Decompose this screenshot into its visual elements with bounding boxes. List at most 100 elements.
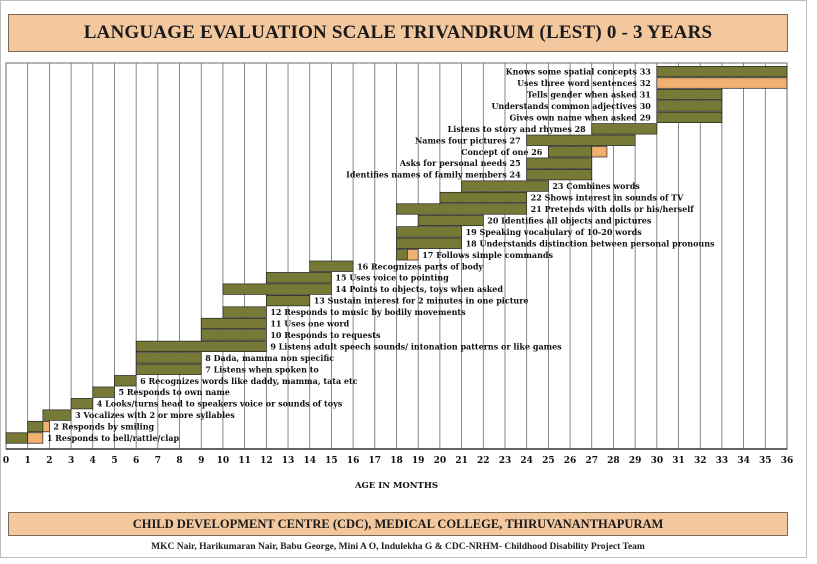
item-label: 8 Dada, mamma non specific xyxy=(205,353,334,363)
x-tick-label: 22 xyxy=(477,456,490,466)
bar-segment-olive xyxy=(200,329,267,341)
item-label: Concept of one 26 xyxy=(461,147,543,157)
x-tick-label: 24 xyxy=(520,456,533,466)
item-label: 12 Responds to music by bodily movements xyxy=(270,307,466,317)
item-label: 19 Speaking vocabulary of 10-20 words xyxy=(466,227,643,237)
bar-segment-olive xyxy=(656,88,723,101)
bar-segment-olive xyxy=(461,180,549,192)
x-tick-label: 28 xyxy=(607,456,620,466)
bar-segment-olive xyxy=(135,340,267,352)
x-tick-label: 14 xyxy=(303,456,316,466)
item-label: Names four pictures 27 xyxy=(415,135,521,145)
bar-segment-olive xyxy=(114,375,137,387)
x-tick-label: 5 xyxy=(111,456,117,466)
item-label: Understands common adjectives 30 xyxy=(491,101,651,111)
item-label: 21 Pretends with dolls or his/herself xyxy=(531,204,695,214)
item-label: Asks for personal needs 25 xyxy=(399,158,521,168)
bar-segment-olive xyxy=(526,169,593,181)
x-tick-label: 3 xyxy=(68,456,74,466)
item-label: Tells gender when asked 31 xyxy=(527,90,651,100)
item-label: 13 Sustain interest for 2 minutes in one… xyxy=(314,296,529,306)
bar-segment-olive xyxy=(396,203,528,215)
bar-segment-olive xyxy=(42,409,72,421)
x-tick-label: 18 xyxy=(390,456,403,466)
bar-segment-olive xyxy=(70,398,94,410)
item-label: 5 Responds to own name xyxy=(118,387,229,397)
item-label: Identifies names of family members 24 xyxy=(346,170,521,180)
x-tick-label: 9 xyxy=(198,456,204,466)
bar-segment-olive xyxy=(439,191,528,204)
item-label: 4 Looks/turns head to speakers voice or … xyxy=(97,399,343,409)
x-tick-label: 4 xyxy=(90,456,96,466)
x-tick-label: 26 xyxy=(564,456,577,466)
institution-name: CHILD DEVELOPMENT CENTRE (CDC), MEDICAL … xyxy=(132,516,664,531)
x-tick-label: 11 xyxy=(238,456,251,466)
x-tick-label: 23 xyxy=(499,456,512,466)
item-label: 11 Uses one word xyxy=(270,319,349,329)
item-label: 23 Combines words xyxy=(552,181,640,191)
bar-segment-olive xyxy=(222,306,267,318)
item-label: 18 Understands distinction between perso… xyxy=(466,238,715,248)
item-label: Gives own name when asked 29 xyxy=(510,112,652,122)
bar-segment-olive xyxy=(656,100,723,112)
x-tick-label: 15 xyxy=(325,456,338,466)
item-label: 15 Uses voice to pointing xyxy=(335,273,449,283)
bar-segment-peach xyxy=(27,432,44,444)
bar-segment-olive xyxy=(200,317,267,330)
item-label: 1 Responds to bell/rattle/clap xyxy=(47,433,180,443)
x-tick-label: 7 xyxy=(155,456,161,466)
footer-banner: CHILD DEVELOPMENT CENTRE (CDC), MEDICAL … xyxy=(8,512,788,536)
item-label: 16 Recognizes parts of body xyxy=(357,261,483,271)
credits-line: MKC Nair, Harikumaran Nair, Babu George,… xyxy=(151,542,645,552)
bar-segment-olive xyxy=(548,146,593,158)
item-label: 7 Listens when spoken to xyxy=(205,364,319,374)
x-tick-label: 25 xyxy=(542,456,555,466)
x-tick-label: 34 xyxy=(737,456,750,466)
x-tick-label: 32 xyxy=(694,456,707,466)
item-label: Knows some spatial concepts 33 xyxy=(506,67,652,77)
bar-segment-olive xyxy=(309,260,354,272)
bar-segment-olive xyxy=(265,295,311,307)
bar-segment-olive xyxy=(656,111,723,124)
bar-segment-peach xyxy=(656,77,788,89)
x-tick-label: 1 xyxy=(25,456,31,466)
page-frame xyxy=(0,0,807,558)
item-label: 10 Responds to requests xyxy=(270,330,381,340)
bar-segment-olive xyxy=(396,249,408,261)
x-tick-label: 6 xyxy=(133,456,139,466)
x-tick-label: 20 xyxy=(434,456,447,466)
x-tick-label: 30 xyxy=(651,456,664,466)
bar-segment-olive xyxy=(417,214,484,227)
x-tick-label: 35 xyxy=(759,456,772,466)
x-tick-label: 12 xyxy=(260,456,273,466)
item-label: 22 Shows interest in sounds of TV xyxy=(531,193,684,203)
item-label: 9 Listens adult speech sounds/ intonatio… xyxy=(270,341,562,351)
x-tick-label: 21 xyxy=(455,456,468,466)
bar-segment-olive xyxy=(396,226,462,238)
item-label: 14 Points to objects, toys when asked xyxy=(335,284,503,294)
item-label: 20 Identifies all objects and pictures xyxy=(487,215,652,225)
item-label: Uses three word sentences 32 xyxy=(517,78,651,88)
x-tick-label: 2 xyxy=(46,456,52,466)
item-label: 2 Responds by smiling xyxy=(53,422,154,432)
bar-segment-olive xyxy=(656,65,788,78)
bar-segment-olive xyxy=(92,386,115,398)
bar-segment-olive xyxy=(222,283,332,295)
x-tick-label: 19 xyxy=(412,456,425,466)
bar-segment-olive xyxy=(396,237,462,249)
bar-segment-olive xyxy=(591,123,658,135)
x-tick-label: 36 xyxy=(781,456,794,466)
item-label: 3 Vocalizes with 2 or more syllables xyxy=(75,410,235,420)
x-axis-label: AGE IN MONTHS xyxy=(354,481,438,491)
bar-segment-olive xyxy=(27,420,44,433)
bar-segment-peach xyxy=(42,420,50,433)
item-label: 6 Recognizes words like daddy, mamma, ta… xyxy=(140,376,358,386)
x-tick-label: 31 xyxy=(672,456,685,466)
x-tick-label: 8 xyxy=(176,456,182,466)
x-tick-label: 29 xyxy=(629,456,642,466)
x-tick-label: 0 xyxy=(3,456,9,466)
bar-segment-olive xyxy=(135,363,202,375)
x-tick-label: 33 xyxy=(716,456,729,466)
x-tick-label: 27 xyxy=(585,456,598,466)
